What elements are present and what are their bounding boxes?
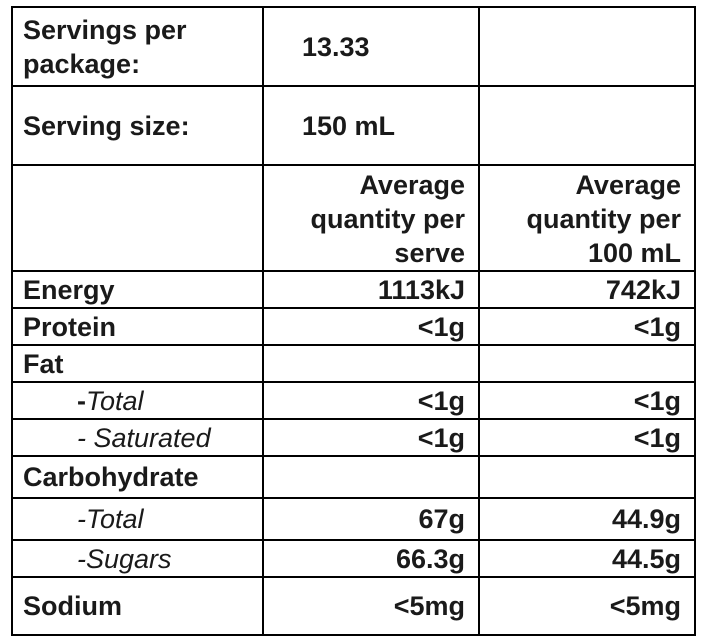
serving-size-label: Serving size: <box>11 85 264 166</box>
per-100ml-value: 742kJ <box>478 270 696 309</box>
empty-cell <box>478 6 696 87</box>
sub-label-text: Saturated <box>93 422 211 453</box>
servings-per-package-row: Servings per package: 13.33 <box>11 6 696 87</box>
per-serve-value: <1g <box>262 381 480 420</box>
sub-label-text: Total <box>86 504 144 534</box>
per-serve-value: <1g <box>262 307 480 346</box>
nutrient-sub-label: -Total <box>11 381 264 420</box>
header-per-serve: Average quantity per serve <box>262 164 480 272</box>
header-per-100ml: Average quantity per 100 mL <box>478 164 696 272</box>
column-header-row: Average quantity per serve Average quant… <box>11 164 696 272</box>
nutrient-label: Fat <box>11 344 264 383</box>
servings-per-package-label: Servings per package: <box>11 6 264 87</box>
table-row: -Sugars 66.3g 44.5g <box>11 539 696 578</box>
serving-size-row: Serving size: 150 mL <box>11 85 696 166</box>
sub-label-text: Sugars <box>86 543 172 574</box>
table-row: Carbohydrate <box>11 455 696 499</box>
sub-label-dash: - <box>77 543 86 574</box>
nutrient-label: Energy <box>11 270 264 309</box>
nutrient-sub-label: -Total <box>11 497 264 541</box>
nutrition-information-table: Servings per package: 13.33 Serving size… <box>11 6 696 636</box>
per-serve-value <box>262 344 480 383</box>
nutrient-label: Carbohydrate <box>11 455 264 499</box>
empty-cell <box>478 85 696 166</box>
nutrient-label: Protein <box>11 307 264 346</box>
per-100ml-value: <1g <box>478 418 696 457</box>
sub-label-dash: - <box>77 504 86 534</box>
per-serve-value: 67g <box>262 497 480 541</box>
per-100ml-value: <1g <box>478 381 696 420</box>
table-row: Sodium <5mg <5mg <box>11 576 696 636</box>
per-serve-value: <5mg <box>262 576 480 636</box>
sub-label-dash: - <box>77 385 86 416</box>
table-row: Energy 1113kJ 742kJ <box>11 270 696 309</box>
per-100ml-value: 44.5g <box>478 539 696 578</box>
per-100ml-value: <1g <box>478 307 696 346</box>
per-serve-value: <1g <box>262 418 480 457</box>
empty-header-cell <box>11 164 264 272</box>
per-serve-value: 66.3g <box>262 539 480 578</box>
per-serve-value <box>262 455 480 499</box>
per-100ml-value <box>478 344 696 383</box>
per-100ml-value: <5mg <box>478 576 696 636</box>
table-row: -Total <1g <1g <box>11 381 696 420</box>
per-100ml-value <box>478 455 696 499</box>
table-row: -Total 67g 44.9g <box>11 497 696 541</box>
per-serve-value: 1113kJ <box>262 270 480 309</box>
serving-size-value: 150 mL <box>262 85 480 166</box>
per-100ml-value: 44.9g <box>478 497 696 541</box>
sub-label-text: Total <box>86 385 144 416</box>
table-row: Fat <box>11 344 696 383</box>
nutrient-sub-label: -Sugars <box>11 539 264 578</box>
nutrient-label: Sodium <box>11 576 264 636</box>
nutrient-sub-label: - Saturated <box>11 418 264 457</box>
table-row: - Saturated <1g <1g <box>11 418 696 457</box>
servings-per-package-value: 13.33 <box>262 6 480 87</box>
table-row: Protein <1g <1g <box>11 307 696 346</box>
sub-label-dash: - <box>77 422 94 453</box>
